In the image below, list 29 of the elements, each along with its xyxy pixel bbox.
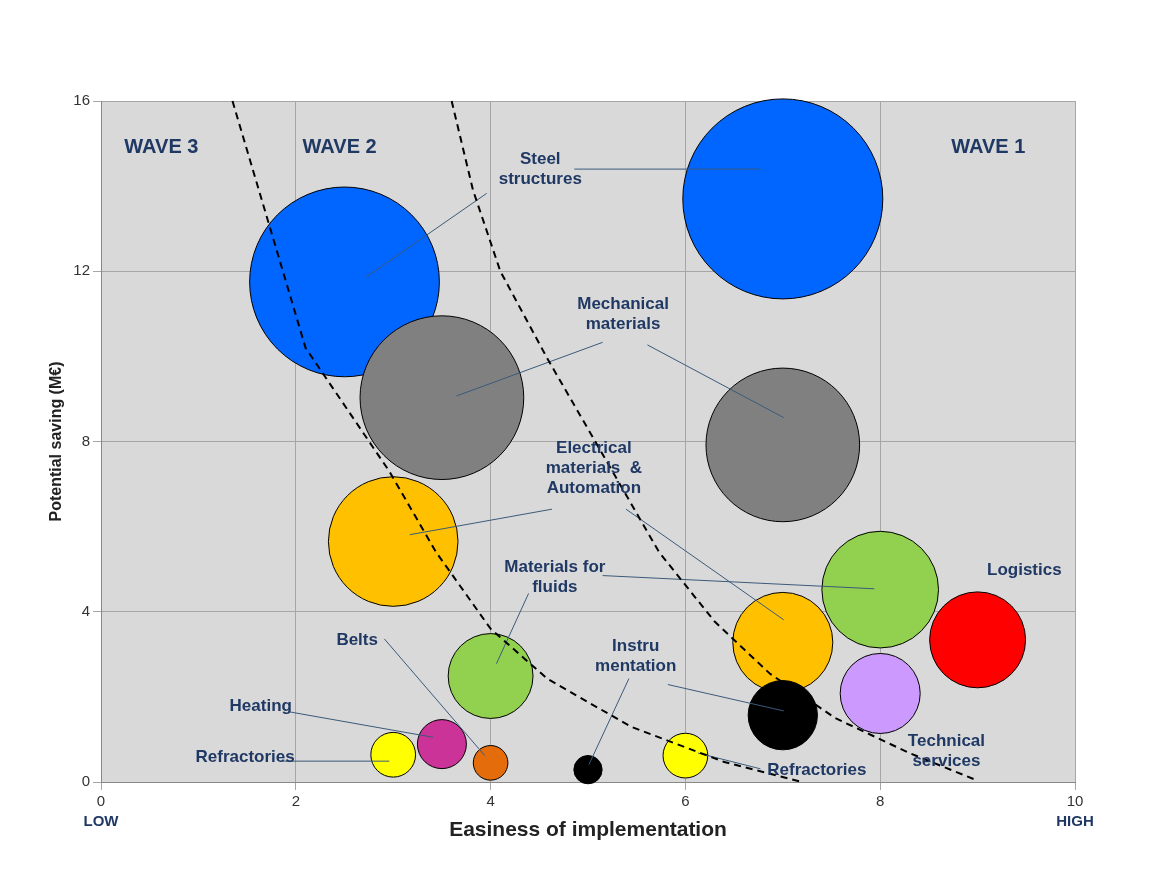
y-tick-label: 12 <box>73 261 90 279</box>
annotation: WAVE 1 <box>951 135 1026 158</box>
x-tick-label: 6 <box>681 792 690 810</box>
text: HIGH <box>1056 812 1094 830</box>
annotation: Electrical materials & Automation <box>545 438 643 498</box>
annotation: WAVE 2 <box>302 135 377 158</box>
annotation: Heating <box>229 695 292 715</box>
x-axis-title: Easiness of implementation <box>449 817 727 841</box>
annotation: Instru mentation <box>595 636 677 676</box>
annotation: Steel structures <box>498 148 582 188</box>
text: LOW <box>83 812 120 830</box>
annotation: Mechanical materials <box>577 293 669 333</box>
x-tick-label: 10 <box>1066 792 1084 810</box>
annotation: Refractories <box>767 760 867 780</box>
x-tick-label: 2 <box>291 792 300 810</box>
annotation: Logistics <box>987 560 1062 580</box>
annotation: Refractories <box>195 747 295 766</box>
y-axis-title: Potential saving (M€) <box>47 361 65 522</box>
y-tick-label: 16 <box>73 91 90 109</box>
annotation: WAVE 3 <box>124 135 199 158</box>
x-tick-label: 0 <box>96 792 106 810</box>
x-tick-label: 4 <box>486 792 495 810</box>
y-tick-label: 0 <box>81 772 90 790</box>
annotation: Technical services <box>907 731 986 771</box>
y-tick-label: 8 <box>81 431 90 449</box>
y-tick-label: 4 <box>81 601 90 619</box>
x-tick-label: 8 <box>876 792 885 810</box>
annotation: Materials for fluids <box>504 557 606 597</box>
annotation: Belts <box>336 630 378 650</box>
